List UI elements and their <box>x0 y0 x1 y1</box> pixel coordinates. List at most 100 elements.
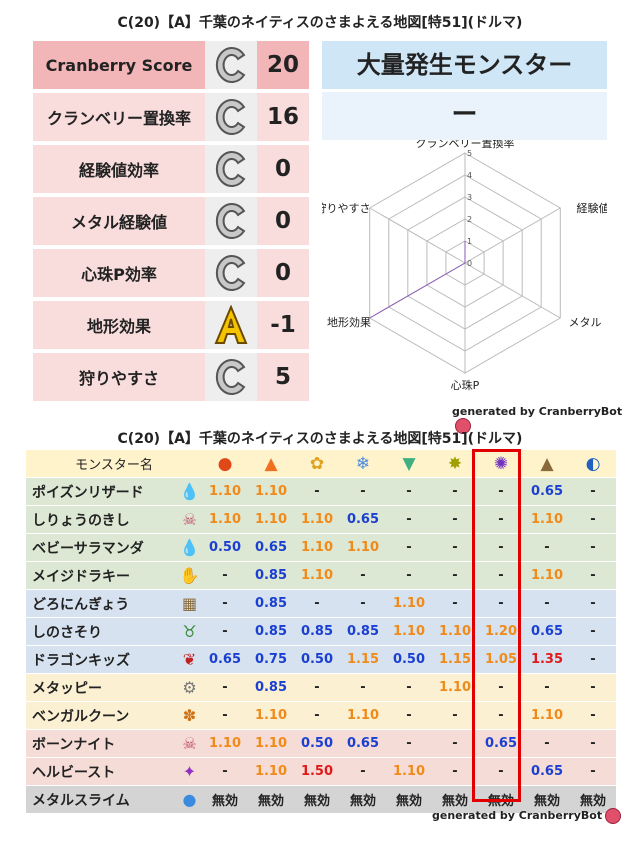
resistance-cell: 1.15 <box>432 645 478 674</box>
resistance-cell: - <box>478 561 524 590</box>
resistance-cell: - <box>478 673 524 702</box>
resistance-cell: - <box>432 589 478 618</box>
resistance-cell: 1.10 <box>248 477 294 506</box>
resistance-cell: 1.15 <box>340 645 386 674</box>
resistance-cell: - <box>294 701 340 730</box>
resistance-cell: - <box>432 533 478 562</box>
radar-axis-line <box>464 262 561 319</box>
resistance-cell: - <box>570 701 616 730</box>
score-value: 16 <box>257 93 309 141</box>
radar-axis-line <box>369 207 466 264</box>
radar-axis-label: 心珠P <box>451 378 480 392</box>
resistance-cell: 0.50 <box>386 645 432 674</box>
resistance-cell: - <box>340 673 386 702</box>
resistance-cell: - <box>202 617 248 646</box>
resistance-cell: - <box>340 561 386 590</box>
gira-icon: ▲ <box>248 450 294 478</box>
resistance-cell: - <box>570 505 616 534</box>
resistance-cell: 0.85 <box>248 617 294 646</box>
resistance-cell: - <box>570 729 616 758</box>
insect-icon: ♉ <box>177 617 202 646</box>
monster-name: メタルスライム <box>26 785 177 814</box>
resistance-cell: - <box>570 589 616 618</box>
generated-by-bottom: generated by CranberryBot <box>432 808 622 824</box>
score-value: 0 <box>257 197 309 245</box>
resistance-cell: 1.35 <box>524 645 570 674</box>
score-label: 狩りやすさ <box>33 353 205 401</box>
resistance-cell: 1.10 <box>248 757 294 786</box>
resistance-cell: 無効 <box>248 785 294 814</box>
resistance-cell: - <box>570 673 616 702</box>
machine-icon: ⚙ <box>177 673 202 702</box>
radar-axis-label: 経験値 <box>577 201 608 215</box>
radar-axis-label: 地形効果 <box>327 315 371 329</box>
resistance-cell: - <box>432 729 478 758</box>
resistance-cell: 1.10 <box>386 589 432 618</box>
radar-axis-line <box>464 207 561 264</box>
grade-a-icon <box>205 301 257 349</box>
name-column-header: モンスター名 <box>26 450 202 478</box>
resistance-cell: 無効 <box>202 785 248 814</box>
radar-tick-label: 0 <box>467 259 472 268</box>
score-value: -1 <box>257 301 309 349</box>
grade-c-icon <box>205 93 257 141</box>
grade-c-icon <box>205 41 257 89</box>
table-row: メイジドラキー ✋ -0.85 1.10- - - -1.10- <box>26 561 616 590</box>
resistance-cell: - <box>524 673 570 702</box>
resistance-cell: - <box>570 617 616 646</box>
resistance-cell: - <box>202 589 248 618</box>
resistance-cell: - <box>340 477 386 506</box>
monster-name: ポイズンリザード <box>26 477 177 506</box>
table-row: しりょうのきし ☠ 1.10 1.10 1.10 0.65- - -1.10- <box>26 505 616 534</box>
monster-name: ボーンナイト <box>26 729 177 758</box>
score-value: 20 <box>257 41 309 89</box>
resistance-cell: 1.10 <box>202 505 248 534</box>
monster-name: メイジドラキー <box>26 561 177 590</box>
grade-c-icon <box>205 249 257 297</box>
resistance-cell: 1.20 <box>478 617 524 646</box>
score-row: 経験値効率 0 <box>33 145 309 193</box>
score-row: 狩りやすさ 5 <box>33 353 309 401</box>
resistance-cell: - <box>478 477 524 506</box>
skull-icon: ☠ <box>177 729 202 758</box>
cranberry-bot-icon <box>455 418 471 434</box>
table-row: しのさそり ♉ -0.85 0.85 0.85 1.10 1.10 1.20 0.65- <box>26 617 616 646</box>
score-value: 0 <box>257 145 309 193</box>
table-row: メタッピー ⚙ -0.85- - -1.10- - - <box>26 673 616 702</box>
radar-tick-label: 4 <box>467 171 472 180</box>
resistance-cell: 1.50 <box>294 757 340 786</box>
dein-icon: ✸ <box>432 450 478 478</box>
score-row: 地形効果 -1 <box>33 301 309 349</box>
score-row: クランベリー置換率 16 <box>33 93 309 141</box>
monster-name: ベビーサラマンダ <box>26 533 177 562</box>
resistance-cell: 1.10 <box>340 533 386 562</box>
resistance-cell: - <box>386 477 432 506</box>
jibaria-icon: ▲ <box>524 450 570 478</box>
monster-name: しりょうのきし <box>26 505 177 534</box>
resistance-cell: 0.65 <box>524 757 570 786</box>
resistance-cell: - <box>386 505 432 534</box>
resistance-cell: - <box>524 589 570 618</box>
resistance-cell: - <box>478 589 524 618</box>
hyado-icon: ❄ <box>340 450 386 478</box>
resistance-cell: 1.10 <box>248 701 294 730</box>
resistance-cell: - <box>570 561 616 590</box>
resistance-cell: 0.50 <box>294 645 340 674</box>
radar-tick-label: 2 <box>467 215 472 224</box>
generated-by-text: generated by CranberryBot <box>432 809 603 822</box>
resistance-cell: 0.65 <box>478 729 524 758</box>
resistance-cell: 1.10 <box>248 505 294 534</box>
resistance-cell: 無効 <box>340 785 386 814</box>
radar-axis-label: メタル <box>569 316 602 329</box>
resistance-cell: - <box>386 673 432 702</box>
io-icon: ✿ <box>294 450 340 478</box>
resistance-cell: - <box>386 729 432 758</box>
score-row: Cranberry Score 20 <box>33 41 309 89</box>
resistance-cell: 1.10 <box>386 757 432 786</box>
resistance-cell: 1.10 <box>340 701 386 730</box>
resistance-cell: - <box>432 505 478 534</box>
resistance-cell: - <box>202 757 248 786</box>
radar-data-polygon <box>369 241 466 319</box>
resistance-cell: - <box>294 589 340 618</box>
